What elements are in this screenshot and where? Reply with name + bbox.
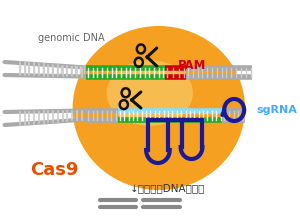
Text: genomic DNA: genomic DNA [38, 33, 105, 43]
Text: ↓　二本鎖DNAを切断: ↓ 二本鎖DNAを切断 [130, 183, 206, 193]
Ellipse shape [73, 26, 245, 190]
Ellipse shape [107, 60, 193, 126]
Circle shape [130, 98, 133, 102]
Text: sgRNA: sgRNA [257, 105, 298, 115]
Circle shape [146, 55, 149, 59]
Text: Cas9: Cas9 [30, 161, 79, 179]
Text: PAM: PAM [178, 59, 207, 72]
